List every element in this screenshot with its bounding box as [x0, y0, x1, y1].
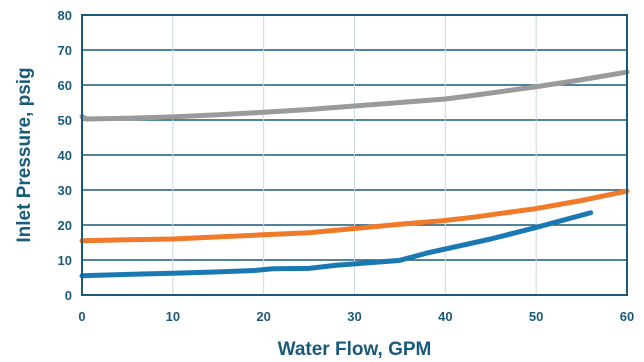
y-tick-labels: 0 10 20 30 40 50 60 70 80	[58, 8, 72, 303]
y-tick-label: 20	[58, 218, 72, 233]
series-line-2	[79, 188, 630, 244]
y-tick-label: 0	[65, 288, 72, 303]
y-tick-label: 30	[58, 183, 72, 198]
y-tick-label: 70	[58, 43, 72, 58]
y-tick-label: 50	[58, 113, 72, 128]
x-tick-label: 50	[529, 309, 543, 324]
x-tick-label: 60	[620, 309, 634, 324]
y-tick-label: 10	[58, 253, 72, 268]
x-tick-label: 20	[256, 309, 270, 324]
x-tick-label: 10	[166, 309, 180, 324]
y-tick-label: 60	[58, 78, 72, 93]
series-line-1	[79, 69, 630, 122]
plot-area-border	[81, 14, 628, 296]
x-tick-label: 30	[347, 309, 361, 324]
grid	[81, 14, 628, 296]
x-tick-label: 40	[438, 309, 452, 324]
y-tick-label: 40	[58, 148, 72, 163]
series-group	[79, 69, 630, 279]
x-tick-label: 0	[78, 309, 85, 324]
y-axis-title: Inlet Pressure, psig	[14, 67, 35, 242]
series-line-3	[79, 210, 594, 279]
y-tick-label: 80	[58, 8, 72, 23]
x-axis-title: Water Flow, GPM	[278, 339, 432, 360]
x-tick-labels: 0 10 20 30 40 50 60	[78, 309, 634, 324]
